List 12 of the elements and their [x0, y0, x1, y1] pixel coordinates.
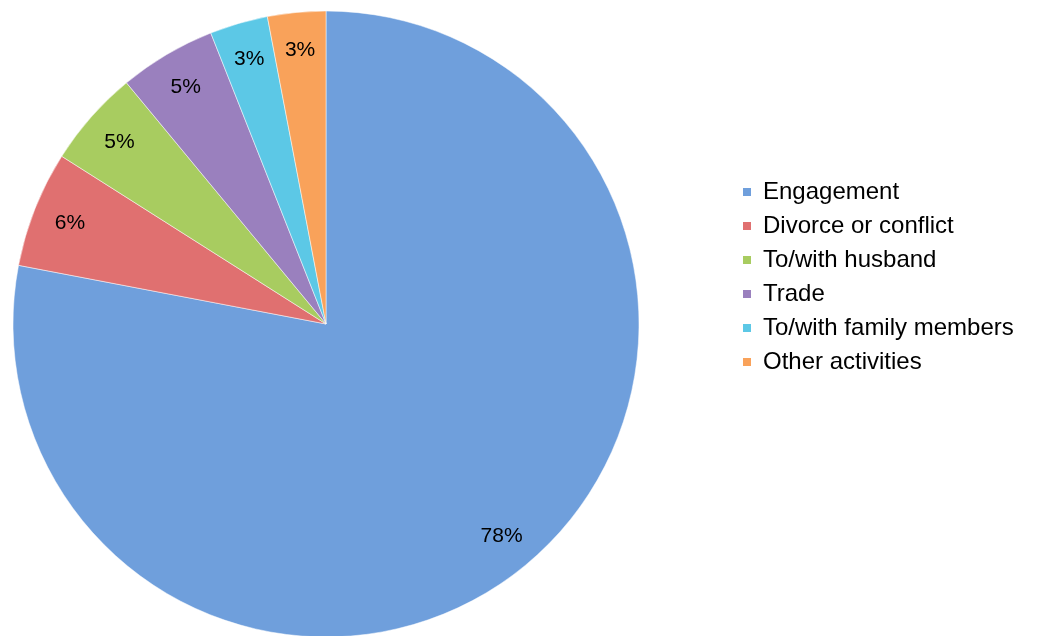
data-label: 5% [104, 128, 135, 152]
legend-label: To/with family members [763, 313, 1014, 340]
legend-label: Other activities [763, 347, 922, 374]
legend-label: Engagement [763, 177, 900, 204]
legend-label: Trade [763, 279, 825, 306]
legend-label: To/with husband [763, 245, 937, 272]
data-label: 3% [233, 46, 265, 70]
data-label: 3% [284, 36, 316, 60]
data-label: 6% [54, 209, 86, 233]
legend-label: Divorce or conflict [763, 211, 955, 238]
data-label: 78% [480, 523, 523, 547]
data-label: 5% [170, 73, 201, 97]
